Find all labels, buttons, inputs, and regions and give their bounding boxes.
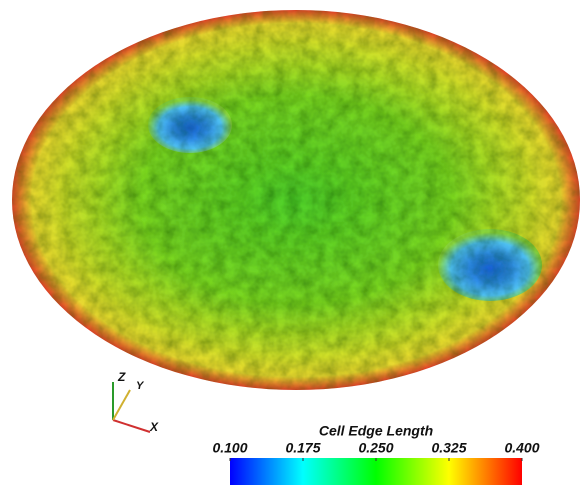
x-axis-label: X: [149, 420, 159, 434]
y-axis-label: Y: [136, 380, 145, 392]
z-axis-label: Z: [117, 370, 126, 384]
colorbar-tick-label: 0.100: [212, 440, 247, 456]
colorbar-tick-label: 0.400: [504, 440, 539, 456]
colorbar-tick-label: 0.250: [358, 440, 393, 456]
colorbar-title: Cell Edge Length: [319, 423, 433, 439]
mesh-surface: [12, 10, 580, 390]
axes-triad: Z Y X: [113, 370, 159, 434]
colorbar-tick-label: 0.325: [431, 440, 466, 456]
colorbar: Cell Edge Length 0.100 0.175 0.250 0.325 0.4…: [212, 423, 539, 485]
scene: Z Y X Cell Edge Length 0.100 0.175 0.250 0.…: [0, 0, 581, 487]
colorbar-gradient: [230, 458, 522, 485]
colorbar-tick-label: 0.175: [285, 440, 320, 456]
